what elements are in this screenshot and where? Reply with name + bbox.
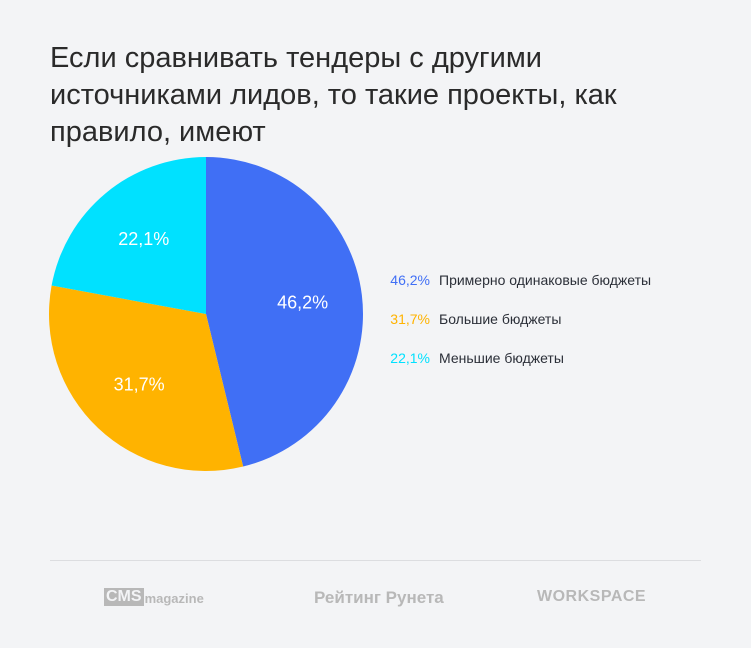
pie-slice [48,285,244,471]
workspace-logo: WORKSPACE [537,588,647,605]
chart-title: Если сравнивать тендеры с другими источн… [50,42,617,148]
cms-logo-text: magazine [144,591,204,606]
slice-label: 31,7% [114,375,165,395]
divider [50,560,701,561]
legend-percent: 31,7% [390,310,430,327]
slice-label: 22,1% [118,229,169,249]
footer-logos: CMS magazine Рейтинг Рунета WORKSPACE [0,588,751,614]
legend-item: 22,1% Меньшие бюджеты [380,338,651,377]
legend-label: Меньшие бюджеты [439,349,564,366]
legend-percent: 46,2% [390,271,430,288]
rating-runeta-logo: Рейтинг Рунета [314,588,444,607]
legend-item: 31,7% Большие бюджеты [380,299,651,338]
pie-slice [206,157,363,467]
legend-label: Примерно одинаковые бюджеты [439,271,652,288]
pie-slice [51,157,206,314]
cms-magazine-logo: CMS magazine [104,588,204,606]
legend-percent: 22,1% [390,349,430,366]
legend-item: 46,2% Примерно одинаковые бюджеты [380,260,651,299]
legend-label: Большие бюджеты [439,310,562,327]
cms-logo-box: CMS [104,588,144,606]
legend: 46,2% Примерно одинаковые бюджеты 31,7% Бо… [380,260,651,377]
slice-label: 46,2% [277,292,328,312]
